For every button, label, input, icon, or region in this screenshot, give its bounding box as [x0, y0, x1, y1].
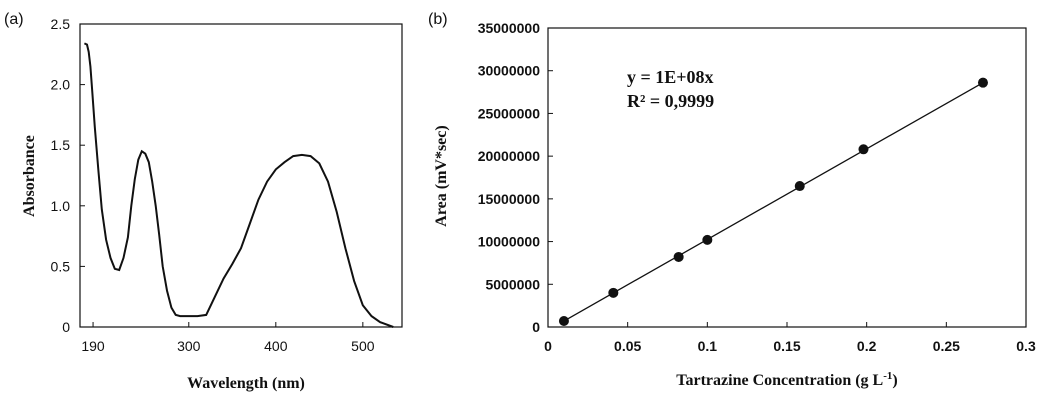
panel-b-y-tick-label: 30000000: [478, 63, 541, 79]
panel-a-y-tick-label: 1.0: [51, 198, 71, 214]
panel-b-y-tick-label: 0: [532, 319, 540, 335]
panel-a-y-ticks: 0 0.5 1.0 1.5 2.0 2.5: [51, 16, 85, 335]
calibration-point: [558, 316, 569, 327]
panel-b: (b) 0 5000000 10000000 15000000 20000000 2500…: [428, 11, 1036, 389]
panel-b-x-axis-title-superscript: -1: [883, 370, 892, 382]
panel-a-x-tick-label: 500: [351, 338, 375, 354]
panel-b-x-tick-label: 0.05: [614, 338, 641, 354]
panel-b-y-tick-label: 20000000: [478, 148, 541, 164]
panel-b-x-tick-label: 0.2: [857, 338, 877, 354]
panel-a-plot-frame: [79, 23, 403, 328]
panel-a-x-tick-label: 300: [177, 338, 201, 354]
panel-b-y-tick-label: 5000000: [485, 276, 540, 292]
panel-a-y-tick-label: 0.5: [51, 258, 71, 274]
panel-b-x-axis-title-main: Tartrazine Concentration (g L: [676, 372, 883, 389]
panel-a-x-tick-label: 400: [264, 338, 288, 354]
absorbance-spectrum-line: [83, 42, 394, 328]
panel-b-y-tick-label: 10000000: [478, 234, 541, 250]
panel-a: (a) 0 0.5 1.0 1.5 2.0 2.5 190 300 400 500 Absorb…: [4, 11, 403, 392]
panel-b-x-tick-label: 0.1: [698, 338, 718, 354]
panel-b-label: (b): [428, 11, 448, 28]
panel-b-x-axis-title: Tartrazine Concentration (g L-1): [676, 370, 897, 389]
panel-b-plot-frame: [547, 27, 1027, 328]
panel-b-y-tick-label: 25000000: [478, 105, 541, 121]
calibration-point: [858, 144, 869, 155]
calibration-point: [977, 77, 988, 88]
panel-b-x-tick-label: 0.25: [933, 338, 960, 354]
panel-a-x-axis-title: Wavelength (nm): [187, 375, 305, 392]
panel-b-y-tick-label: 35000000: [478, 20, 541, 36]
panel-a-y-tick-label: 0: [62, 319, 70, 335]
linear-trendline: [563, 82, 984, 322]
panel-b-y-ticks: 0 5000000 10000000 15000000 20000000 25000000…: [478, 20, 553, 335]
r-squared-value: R² = 0,9999: [627, 91, 714, 111]
panel-b-y-axis-title: Area (mV*sec): [433, 125, 450, 226]
panel-a-y-tick-label: 1.5: [51, 137, 71, 153]
panel-a-x-ticks: 190 300 400 500: [81, 322, 375, 354]
panel-a-y-axis-title: Absorbance: [21, 135, 38, 217]
calibration-points: [558, 77, 988, 327]
panel-a-y-tick-label: 2.5: [51, 16, 71, 32]
calibration-point: [702, 234, 713, 245]
panel-b-x-tick-label: 0.3: [1016, 338, 1036, 354]
calibration-point: [608, 287, 619, 298]
calibration-point: [673, 251, 684, 262]
panel-b-y-tick-label: 15000000: [478, 191, 541, 207]
trendline-equation: y = 1E+08x: [627, 67, 714, 87]
panel-b-x-tick-label: 0.15: [773, 338, 800, 354]
panel-b-x-axis-title-close: ): [892, 372, 897, 389]
calibration-point: [794, 181, 805, 192]
panel-a-x-tick-label: 190: [81, 338, 105, 354]
panel-b-x-ticks: 0 0.05 0.1 0.15 0.2 0.25 0.3: [544, 322, 1036, 354]
panel-a-y-tick-label: 2.0: [51, 77, 71, 93]
panel-b-x-tick-label: 0: [544, 338, 552, 354]
panel-a-label: (a): [4, 11, 24, 28]
